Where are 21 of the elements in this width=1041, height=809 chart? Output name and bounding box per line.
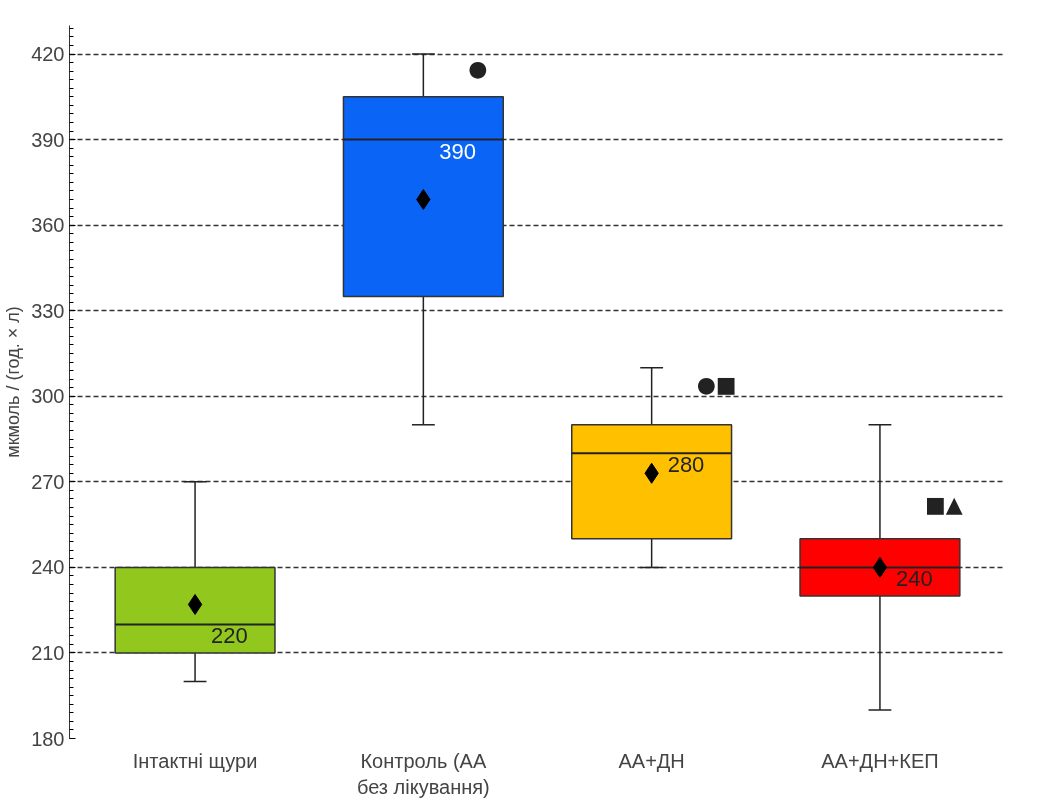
x-tick-label: АА+ДН+КЕП — [821, 749, 939, 772]
annotation: 390 — [439, 138, 477, 164]
x-tick-label: АА+ДН — [618, 749, 685, 772]
y-tick-label: 240 — [31, 556, 65, 579]
y-tick-label: 270 — [31, 470, 65, 493]
annotation: ● — [468, 55, 488, 81]
y-axis-title: мкмоль / (год. × л) — [3, 306, 24, 458]
y-tick-label: 360 — [31, 214, 65, 237]
annotation: ■▲ — [924, 492, 963, 518]
annotation: 280 — [667, 452, 705, 478]
y-tick-label: 420 — [31, 43, 65, 66]
y-tick-label: 330 — [31, 299, 65, 322]
y-tick-label: 390 — [31, 128, 65, 151]
annotation: ●■ — [696, 372, 737, 398]
y-tick-label: 180 — [31, 727, 65, 750]
annotation: 220 — [211, 623, 248, 649]
x-tick-label: Інтактні щури — [132, 749, 258, 772]
x-tick-label: Контроль (АА без лікування) — [356, 749, 490, 798]
annotation: 240 — [895, 566, 933, 592]
y-tick-label: 300 — [31, 385, 65, 408]
y-tick-label: 210 — [31, 641, 65, 664]
